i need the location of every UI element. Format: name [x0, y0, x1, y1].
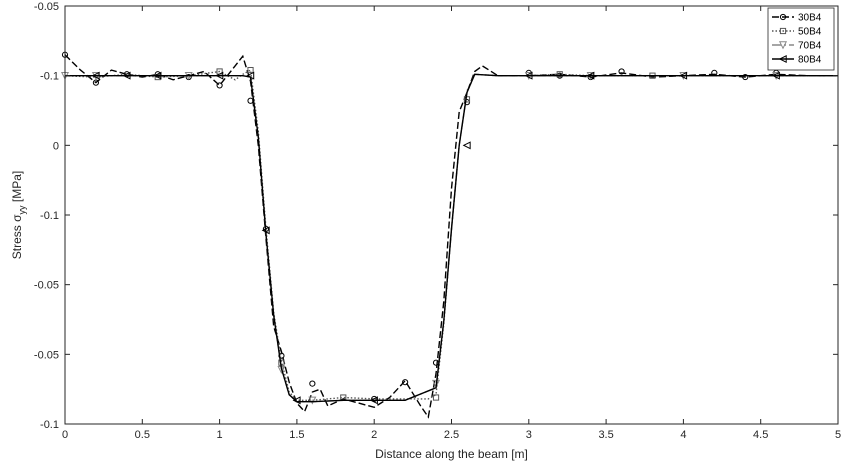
- data-point: [278, 352, 285, 359]
- y-axis-label-unit: [MPa]: [10, 171, 24, 206]
- y-tick-label: 0: [53, 140, 59, 152]
- data-point: [771, 71, 780, 80]
- data-point: [618, 68, 625, 75]
- y-axis-label-sub: yy: [17, 205, 27, 215]
- data-point: [261, 226, 270, 235]
- x-axis-label: Distance along the beam [m]: [375, 447, 528, 461]
- legend-item: 80B4: [772, 55, 822, 66]
- x-tick-label: 0.5: [135, 429, 150, 441]
- x-tick-label: 1: [217, 429, 223, 441]
- data-point: [92, 79, 100, 86]
- legend-label: 70B4: [798, 41, 822, 52]
- data-point: [91, 71, 100, 80]
- y-tick-label: -0.05: [34, 1, 59, 13]
- data-point: [586, 71, 595, 80]
- y-tick-label: -0.1: [40, 210, 59, 222]
- legend-label: 80B4: [798, 55, 822, 66]
- legend-item: 50B4: [772, 27, 822, 38]
- data-point: [524, 71, 533, 80]
- legend-marker: [778, 54, 787, 64]
- legend-marker: [779, 27, 787, 35]
- legend-label: 30B4: [798, 13, 822, 24]
- data-point: [462, 141, 471, 150]
- data-point: [216, 82, 223, 89]
- x-tick-label: 2: [371, 429, 377, 441]
- series-line: [65, 73, 838, 403]
- series-80B4: [65, 71, 838, 405]
- x-tick-label: 5: [835, 429, 841, 441]
- ticks-layer: 0 0.5 1 1.5 2 2.5 3 3.5 4 4.5 5-0.1-0.05-0.05-0.10…: [34, 1, 841, 441]
- data-point: [402, 379, 409, 386]
- data-point: [308, 396, 317, 405]
- y-axis-label: Stress σyy [MPa]: [10, 171, 27, 259]
- data-point: [432, 394, 440, 401]
- x-tick-label: 4.5: [753, 429, 768, 441]
- data-point: [247, 66, 254, 74]
- data-point: [309, 380, 316, 387]
- plot-area: [65, 6, 838, 424]
- data-point: [246, 71, 255, 80]
- y-tick-label: -0.1: [40, 71, 59, 83]
- x-tick-label: 0: [62, 429, 68, 441]
- data-point: [122, 71, 131, 80]
- legend-item: 30B4: [772, 13, 822, 24]
- data-point: [369, 396, 378, 405]
- x-tick-label: 1.5: [289, 429, 304, 441]
- data-point: [742, 73, 749, 81]
- legend-marker: [778, 41, 788, 50]
- legend: 30B4 50B4 70B4 80B4: [767, 7, 835, 71]
- data-point: [292, 396, 301, 405]
- data-point: [153, 71, 162, 80]
- y-tick-label: -0.1: [40, 419, 59, 431]
- data-point: [679, 71, 688, 80]
- x-tick-label: 2.5: [444, 429, 459, 441]
- x-tick-label: 3: [526, 429, 532, 441]
- legend-item: 70B4: [772, 41, 822, 52]
- y-tick-label: -0.05: [34, 280, 59, 292]
- legend-label: 50B4: [798, 27, 822, 38]
- x-tick-label: 3.5: [598, 429, 613, 441]
- data-point: [556, 71, 563, 78]
- data-point: [432, 379, 441, 388]
- x-tick-label: 4: [680, 429, 686, 441]
- series-layer: [60, 51, 838, 419]
- legend-marker: [779, 13, 787, 21]
- y-tick-label: -0.05: [34, 349, 59, 361]
- y-axis-label-main: Stress σ: [10, 214, 24, 259]
- data-point: [215, 71, 224, 80]
